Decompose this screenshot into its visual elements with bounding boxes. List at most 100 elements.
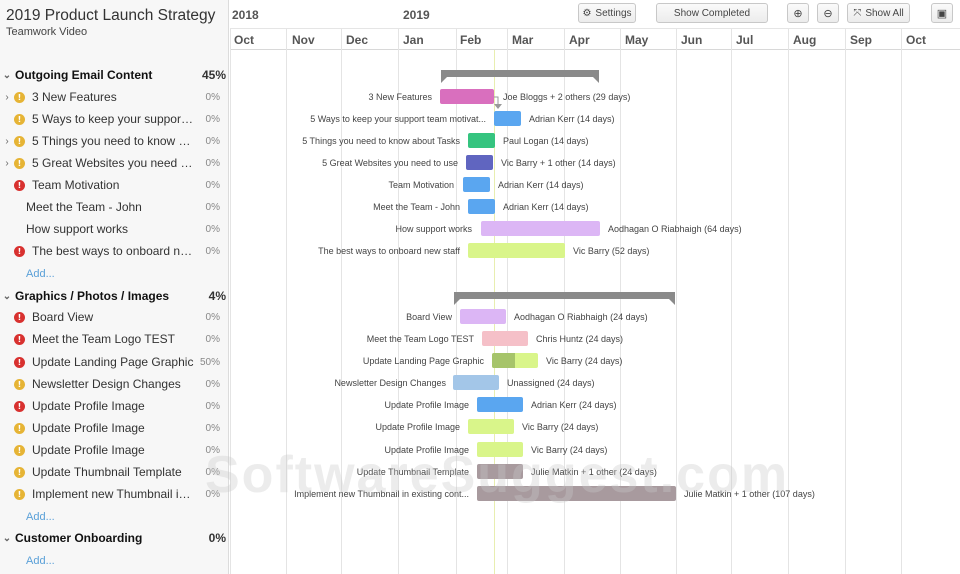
error-icon: !	[14, 179, 25, 191]
tasklist-name: Graphics / Photos / Images	[15, 289, 170, 303]
gantt-task-label: Update Profile Image	[384, 445, 469, 455]
task-name: Meet the Team Logo TEST	[32, 332, 175, 346]
task-progress: 0%	[205, 444, 220, 456]
dependency-arrow	[493, 96, 502, 109]
task-row[interactable]: ! Board View 0%	[0, 306, 229, 328]
settings-button[interactable]: ⚙ Settings	[578, 3, 636, 23]
month-label: Jan	[403, 33, 424, 47]
gantt-task-label: Update Thumbnail Template	[356, 467, 469, 477]
gantt-task-bar[interactable]	[468, 419, 514, 434]
month-label: Mar	[512, 33, 534, 47]
month-label: Apr	[569, 33, 590, 47]
project-subtitle: Teamwork Video	[6, 26, 88, 38]
gantt-task-bar[interactable]	[453, 375, 499, 390]
gantt-task-bar[interactable]	[492, 353, 538, 368]
gantt-task-bar[interactable]	[463, 177, 490, 192]
gantt-task-bar[interactable]	[477, 486, 676, 501]
gantt-task-label: Team Motivation	[388, 180, 454, 190]
task-name: 5 Ways to keep your support ...	[32, 112, 195, 126]
chevron-down-icon[interactable]: ⌄	[2, 69, 12, 81]
gantt-assignee-label: Adrian Kerr (14 days)	[529, 114, 615, 124]
task-row[interactable]: ! Update Landing Page Graphic 50%	[0, 351, 229, 373]
year-label: 2019	[403, 8, 430, 22]
tasklist-header-outgoing-email[interactable]: ⌄ Outgoing Email Content 45%	[0, 64, 229, 86]
add-task-link[interactable]: Add...	[26, 555, 55, 567]
print-icon: ▣	[936, 7, 948, 20]
task-progress: 0%	[205, 91, 220, 103]
add-task-link[interactable]: Add...	[26, 268, 55, 280]
task-name: 5 Things you need to know a...	[32, 134, 195, 148]
tasklist-summary-bar[interactable]	[454, 292, 675, 305]
gantt-assignee-label: Vic Barry + 1 other (14 days)	[501, 158, 616, 168]
gantt-task-bar[interactable]	[466, 155, 493, 170]
gantt-task-bar[interactable]	[477, 442, 523, 457]
month-label: Dec	[346, 33, 369, 47]
task-row[interactable]: › ! 3 New Features 0%	[0, 86, 229, 108]
task-row[interactable]: ! Update Profile Image 0%	[0, 395, 229, 417]
error-icon: !	[14, 245, 25, 257]
task-row[interactable]: ! 5 Ways to keep your support ... 0%	[0, 108, 229, 130]
month-label: Feb	[460, 33, 482, 47]
grid-line	[676, 29, 677, 574]
zoom-in-button[interactable]: ⊕	[787, 3, 809, 23]
gantt-task-bar[interactable]	[460, 309, 506, 324]
tasklist-header-customer-onboarding[interactable]: ⌄ Customer Onboarding 0%	[0, 527, 229, 549]
gantt-task-bar[interactable]	[440, 89, 494, 104]
task-row[interactable]: ! Meet the Team Logo TEST 0%	[0, 328, 229, 350]
task-progress: 0%	[205, 135, 220, 147]
warning-icon: !	[14, 378, 25, 390]
task-row[interactable]: Meet the Team - John 0%	[0, 196, 229, 218]
task-row[interactable]: ! The best ways to onboard ne... 0%	[0, 240, 229, 262]
task-row[interactable]: ! Newsletter Design Changes 0%	[0, 373, 229, 395]
task-progress: 0%	[205, 179, 220, 191]
show-all-button[interactable]: ⤧ Show All	[847, 3, 910, 23]
grid-line	[845, 29, 846, 574]
chevron-right-icon[interactable]: ›	[5, 91, 9, 103]
gantt-task-bar[interactable]	[468, 243, 565, 258]
gantt-task-bar[interactable]	[481, 221, 600, 236]
zoom-out-icon: ⊖	[823, 7, 833, 20]
gantt-task-bar[interactable]	[494, 111, 521, 126]
expand-icon: ⤧	[853, 7, 862, 19]
gantt-assignee-label: Vic Barry (52 days)	[573, 246, 650, 256]
gantt-task-bar[interactable]	[468, 199, 495, 214]
warning-icon: !	[14, 157, 25, 169]
task-progress: 0%	[205, 422, 220, 434]
tasklist-summary-bar[interactable]	[441, 70, 599, 83]
task-row[interactable]: How support works 0%	[0, 218, 229, 240]
task-row[interactable]: ! Update Thumbnail Template 0%	[0, 461, 229, 483]
task-row[interactable]: ! Update Profile Image 0%	[0, 439, 229, 461]
task-name: Update Landing Page Graphic	[32, 355, 194, 369]
task-progress: 0%	[205, 201, 220, 213]
gantt-task-bar[interactable]	[468, 133, 495, 148]
print-button[interactable]: ▣	[931, 3, 953, 23]
task-name: Update Profile Image	[32, 443, 145, 457]
warning-icon: !	[14, 135, 25, 147]
zoom-out-button[interactable]: ⊖	[817, 3, 839, 23]
task-row[interactable]: › ! 5 Things you need to know a... 0%	[0, 130, 229, 152]
chevron-down-icon[interactable]: ⌄	[2, 290, 12, 302]
warning-icon: !	[14, 422, 25, 434]
gantt-task-label: The best ways to onboard new staff	[318, 246, 460, 256]
grid-line	[731, 29, 732, 574]
show-completed-button[interactable]: Show Completed	[656, 3, 768, 23]
task-row[interactable]: › ! 5 Great Websites you need to... 0%	[0, 152, 229, 174]
task-row[interactable]: ! Team Motivation 0%	[0, 174, 229, 196]
month-header: Oct Nov Dec Jan Feb Mar Apr May Jun Jul …	[230, 29, 960, 50]
chevron-right-icon[interactable]: ›	[5, 157, 9, 169]
task-progress: 0%	[205, 223, 220, 235]
gantt-assignee-label: Aodhagan O Riabhaigh (24 days)	[514, 312, 648, 322]
chevron-right-icon[interactable]: ›	[5, 135, 9, 147]
gantt-task-bar[interactable]	[482, 331, 528, 346]
add-task-link[interactable]: Add...	[26, 511, 55, 523]
month-label: Jun	[681, 33, 703, 47]
month-label: May	[625, 33, 649, 47]
warning-icon: !	[14, 466, 25, 478]
task-row[interactable]: ! Implement new Thumbnail in... 0%	[0, 483, 229, 505]
task-row[interactable]: ! Update Profile Image 0%	[0, 417, 229, 439]
chevron-down-icon[interactable]: ⌄	[2, 532, 12, 544]
tasklist-header-graphics[interactable]: ⌄ Graphics / Photos / Images 4%	[0, 285, 229, 307]
gantt-task-bar[interactable]	[477, 397, 523, 412]
gantt-task-bar[interactable]	[477, 464, 523, 479]
task-progress: 0%	[205, 157, 220, 169]
